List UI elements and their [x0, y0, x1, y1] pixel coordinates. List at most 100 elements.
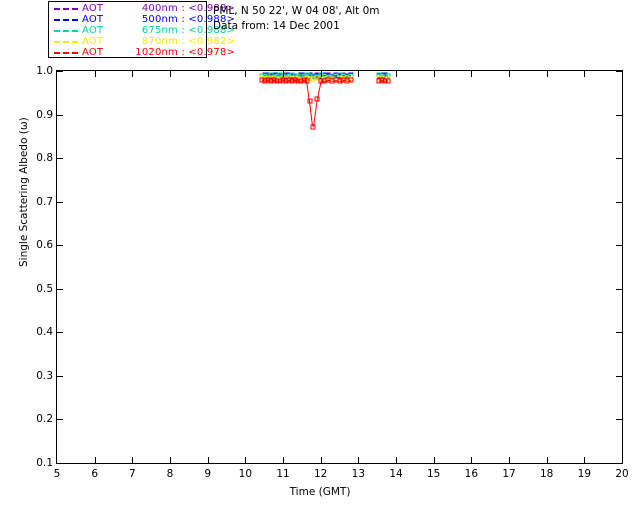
chart-header: PML, N 50 22', W 04 08', Alt 0m Data fro…	[213, 4, 380, 34]
data-point-marker	[274, 78, 280, 84]
x-axis-tick	[170, 457, 171, 463]
x-axis-tick-label: 9	[204, 468, 211, 480]
data-point-marker	[301, 77, 307, 83]
x-axis-tick-label: 8	[166, 468, 174, 480]
x-axis-tick-label: 18	[539, 468, 554, 480]
y-axis-tick-right	[616, 288, 622, 290]
y-axis-tick	[57, 245, 63, 247]
legend: AOT 400nm : <0.988> AOT 500nm : <0.988> AO…	[48, 1, 235, 58]
legend-item-675nm: AOT 675nm : <0.988>	[49, 25, 235, 36]
x-axis-tick	[207, 457, 209, 463]
legend-line-swatch-icon	[54, 29, 78, 32]
x-axis-tick-label: 20	[615, 468, 629, 480]
x-axis-tick-top	[170, 71, 171, 77]
x-axis-title: Time (GMT)	[289, 486, 351, 498]
legend-item-label: AOT 1020nm : <0.978>	[82, 47, 235, 58]
data-point-marker	[286, 77, 292, 83]
y-axis-tick-label: 0.5	[36, 282, 53, 295]
data-point-marker	[262, 78, 268, 84]
x-axis-tick	[94, 457, 96, 463]
x-axis-tick-top	[546, 71, 548, 77]
data-point-marker	[295, 78, 301, 84]
y-axis-tick	[57, 332, 63, 334]
legend-item-wavelength: 870nm	[141, 36, 178, 47]
plot-area	[57, 71, 622, 463]
legend-item-wavelength: 500nm	[141, 14, 178, 25]
data-point-marker	[348, 77, 354, 83]
x-axis-tick-label: 19	[577, 468, 592, 480]
data-point-marker	[283, 78, 289, 84]
legend-item-band: AOT	[82, 25, 104, 36]
x-axis-tick-label: 13	[351, 468, 366, 480]
data-point-marker	[295, 73, 301, 79]
data-point-marker	[382, 78, 388, 84]
y-axis-tick	[57, 158, 63, 160]
y-axis-tick	[57, 375, 63, 377]
x-axis-tick	[546, 457, 548, 463]
y-axis-tick-label: 0.6	[36, 239, 53, 252]
x-axis-tick-top	[358, 71, 360, 77]
legend-item-wavelength: 400nm	[141, 3, 178, 14]
y-axis-tick-right	[616, 375, 622, 377]
x-axis-tick-top	[94, 71, 96, 77]
series-aot-1020nm	[57, 71, 622, 463]
legend-item-value: : <0.988>	[178, 25, 236, 36]
x-axis-tick	[320, 457, 322, 463]
data-point-marker	[289, 78, 295, 84]
y-axis-title: Single Scattering Albedo (ω)	[18, 117, 30, 267]
y-axis-tick-label: 0.9	[36, 108, 53, 121]
data-point-marker	[298, 78, 304, 84]
legend-item-label: AOT 870nm : <0.982>	[82, 36, 235, 47]
data-point-marker	[271, 77, 277, 83]
legend-item-label: AOT 400nm : <0.988>	[82, 3, 235, 14]
y-axis-tick-label: 0.4	[36, 326, 53, 339]
y-axis-tick-right	[616, 332, 622, 334]
data-point-marker	[376, 78, 382, 84]
x-axis-tick-top	[320, 71, 322, 77]
x-axis-tick	[396, 457, 397, 463]
x-axis-tick-label: 7	[128, 468, 136, 480]
data-point-marker	[379, 77, 385, 83]
x-axis-tick	[584, 457, 586, 463]
legend-item-value: : <0.978>	[178, 47, 236, 58]
data-point-marker	[259, 77, 265, 83]
x-axis-tick	[358, 457, 360, 463]
y-axis-tick-right	[616, 114, 622, 116]
data-point-marker	[280, 77, 286, 83]
y-axis-tick	[57, 463, 63, 464]
x-axis-tick-label: 12	[313, 468, 328, 480]
y-axis-tick-right	[616, 158, 622, 160]
x-axis-tick-top	[207, 71, 209, 77]
legend-item-400nm: AOT 400nm : <0.988>	[49, 3, 235, 14]
x-axis-tick-label: 16	[464, 468, 479, 480]
legend-item-870nm: AOT 870nm : <0.982>	[49, 36, 235, 47]
x-axis-tick-top	[396, 71, 397, 77]
legend-item-value: : <0.988>	[178, 3, 236, 14]
y-axis-tick	[57, 114, 63, 116]
y-axis-tick-label: 0.2	[36, 413, 53, 426]
data-point-marker	[385, 78, 391, 84]
x-axis-tick-label: 5	[53, 468, 61, 480]
y-axis-tick-label: 0.8	[36, 152, 53, 165]
legend-line-swatch-icon	[54, 40, 78, 43]
y-axis-tick-right	[616, 463, 622, 464]
data-point-marker	[304, 72, 310, 78]
data-point-marker	[310, 124, 316, 130]
y-axis-tick	[57, 71, 63, 72]
x-axis-tick	[245, 457, 247, 463]
data-point-marker	[277, 78, 283, 84]
y-axis-tick	[57, 288, 63, 290]
x-axis-tick-top	[132, 71, 134, 77]
y-axis-tick-label: 0.3	[36, 369, 53, 382]
legend-line-swatch-icon	[54, 51, 78, 54]
legend-item-band: AOT	[82, 3, 104, 14]
data-point-marker	[265, 77, 271, 83]
legend-item-label: AOT 500nm : <0.988>	[82, 14, 235, 25]
y-axis-tick-label: 1.0	[36, 65, 53, 77]
y-axis-tick-right	[616, 201, 622, 203]
x-axis-tick-label: 11	[276, 468, 290, 480]
data-point-marker	[385, 73, 391, 79]
header-site-line: PML, N 50 22', W 04 08', Alt 0m	[213, 5, 380, 17]
x-axis-tick-top	[433, 71, 435, 77]
